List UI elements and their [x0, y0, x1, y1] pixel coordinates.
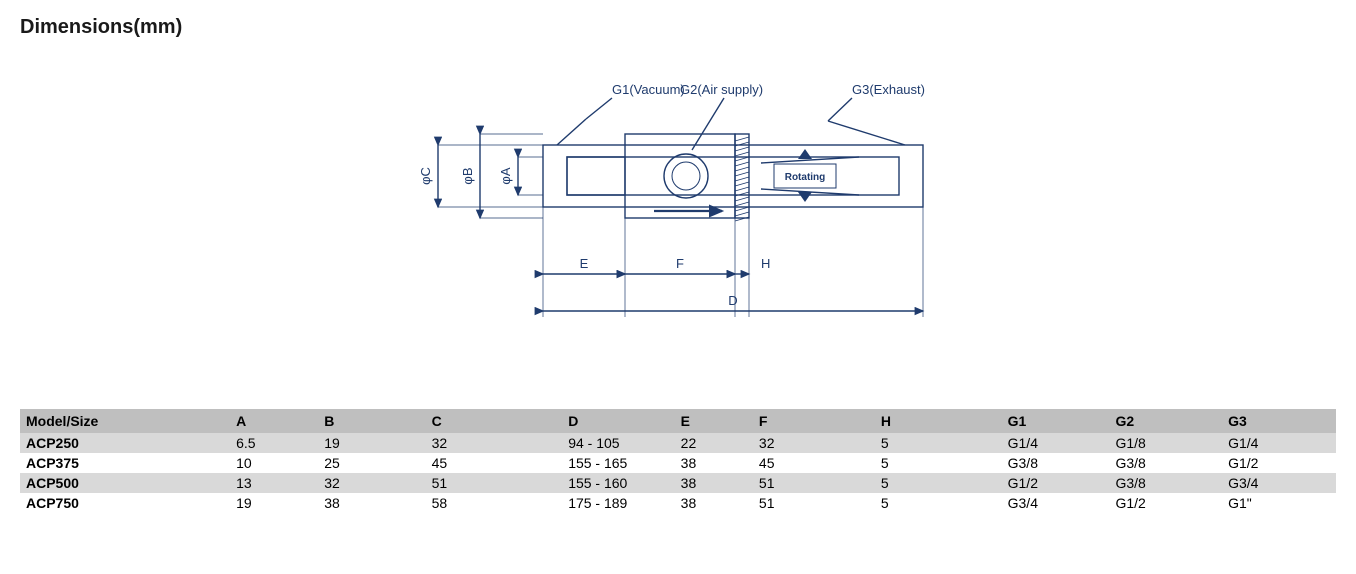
value-cell: 32	[759, 433, 881, 453]
table-header-cell: G2	[1115, 409, 1228, 433]
table-header-cell: A	[236, 409, 324, 433]
value-cell: 5	[881, 493, 1008, 513]
value-cell: 38	[681, 473, 759, 493]
value-cell: G3/4	[1228, 473, 1336, 493]
value-cell: 5	[881, 473, 1008, 493]
value-cell: 5	[881, 453, 1008, 473]
model-cell: ACP750	[20, 493, 236, 513]
table-header-cell: B	[324, 409, 431, 433]
value-cell: 155 - 165	[568, 453, 680, 473]
value-cell: 22	[681, 433, 759, 453]
table-header-cell: G1	[1008, 409, 1116, 433]
value-cell: G1/4	[1228, 433, 1336, 453]
value-cell: 58	[432, 493, 569, 513]
value-cell: 19	[324, 433, 431, 453]
svg-text:D: D	[728, 293, 737, 308]
value-cell: 51	[759, 473, 881, 493]
value-cell: 38	[324, 493, 431, 513]
value-cell: 32	[324, 473, 431, 493]
dimensions-table: Model/SizeABCDEFHG1G2G3 ACP2506.5193294 …	[20, 409, 1336, 513]
value-cell: G1/2	[1008, 473, 1116, 493]
value-cell: G1/8	[1115, 433, 1228, 453]
svg-text:φC: φC	[418, 167, 433, 185]
value-cell: G1"	[1228, 493, 1336, 513]
value-cell: G3/8	[1115, 453, 1228, 473]
value-cell: 51	[432, 473, 569, 493]
model-cell: ACP375	[20, 453, 236, 473]
svg-text:G2(Air supply): G2(Air supply)	[680, 82, 763, 97]
table-header-cell: E	[681, 409, 759, 433]
svg-text:H: H	[761, 256, 770, 271]
table-row: ACP750193858175 - 18938515G3/4G1/2G1"	[20, 493, 1336, 513]
value-cell: 94 - 105	[568, 433, 680, 453]
svg-text:G3(Exhaust): G3(Exhaust)	[852, 82, 925, 97]
value-cell: 38	[681, 493, 759, 513]
value-cell: G3/4	[1008, 493, 1116, 513]
table-row: ACP2506.5193294 - 10522325G1/4G1/8G1/4	[20, 433, 1336, 453]
model-cell: ACP500	[20, 473, 236, 493]
svg-text:E: E	[580, 256, 589, 271]
table-header-cell: G3	[1228, 409, 1336, 433]
page-title: Dimensions(mm)	[20, 16, 1336, 39]
value-cell: G3/8	[1115, 473, 1228, 493]
table-row: ACP375102545155 - 16538455G3/8G3/8G1/2	[20, 453, 1336, 473]
value-cell: 10	[236, 453, 324, 473]
value-cell: 155 - 160	[568, 473, 680, 493]
svg-text:Rotating: Rotating	[785, 172, 826, 183]
table-header-cell: H	[881, 409, 1008, 433]
table-header-cell: Model/Size	[20, 409, 236, 433]
diagram-container: Rotating G1(Vacuum)G2(Air supply) G3(Exhau…	[20, 59, 1336, 369]
value-cell: 45	[432, 453, 569, 473]
table-header-cell: C	[432, 409, 569, 433]
table-header-row: Model/SizeABCDEFHG1G2G3	[20, 409, 1336, 433]
value-cell: 32	[432, 433, 569, 453]
value-cell: 38	[681, 453, 759, 473]
model-cell: ACP250	[20, 433, 236, 453]
table-header-cell: F	[759, 409, 881, 433]
table-row: ACP500133251155 - 16038515G1/2G3/8G3/4	[20, 473, 1336, 493]
value-cell: 175 - 189	[568, 493, 680, 513]
value-cell: 6.5	[236, 433, 324, 453]
svg-text:φA: φA	[498, 167, 513, 184]
value-cell: G1/4	[1008, 433, 1116, 453]
technical-diagram: Rotating G1(Vacuum)G2(Air supply) G3(Exhau…	[358, 59, 998, 369]
value-cell: G3/8	[1008, 453, 1116, 473]
table-header-cell: D	[568, 409, 680, 433]
value-cell: G1/2	[1228, 453, 1336, 473]
value-cell: 19	[236, 493, 324, 513]
value-cell: 5	[881, 433, 1008, 453]
value-cell: 45	[759, 453, 881, 473]
value-cell: 51	[759, 493, 881, 513]
svg-text:G1(Vacuum): G1(Vacuum)	[612, 82, 685, 97]
value-cell: G1/2	[1115, 493, 1228, 513]
value-cell: 25	[324, 453, 431, 473]
svg-text:F: F	[676, 256, 684, 271]
value-cell: 13	[236, 473, 324, 493]
svg-text:φB: φB	[460, 167, 475, 184]
